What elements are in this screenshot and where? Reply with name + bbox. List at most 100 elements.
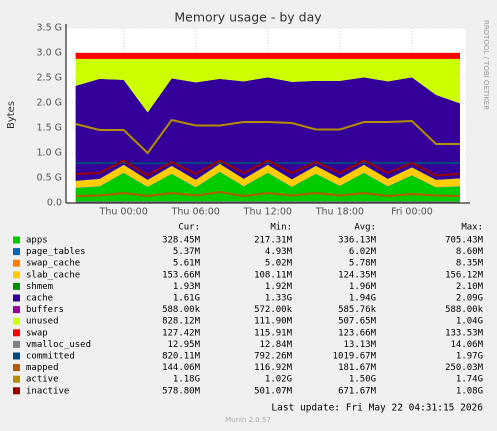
legend-avg: 1019.67M	[333, 352, 377, 362]
plot	[66, 27, 466, 204]
legend-min: 1.33G	[265, 294, 292, 304]
legend-label: vmalloc_used	[26, 340, 91, 350]
footer: Munin 2.0.57	[225, 416, 271, 424]
legend-min: 1.92M	[265, 282, 293, 292]
legend-cur: 12.95M	[167, 340, 200, 350]
legend-min: 111.90M	[254, 317, 293, 327]
y-tick-label: 2.0 G	[37, 98, 63, 109]
legend-avg: 5.78M	[349, 259, 377, 269]
x-tick-label: Thu 06:00	[171, 207, 220, 218]
legend-min: 792.26M	[254, 352, 293, 362]
legend-max: 133.53M	[445, 328, 484, 338]
legend-min: 12.84M	[259, 340, 292, 350]
legend-label: cache	[26, 294, 53, 304]
x-tick-label: Thu 18:00	[315, 207, 364, 218]
legend-cur: 1.61G	[173, 294, 200, 304]
legend-min: 217.31M	[254, 236, 293, 246]
line	[75, 159, 461, 177]
side-text: RRDTOOL / TOBI OETIKER	[482, 20, 490, 110]
legend-swatch	[13, 282, 20, 290]
legend-cur: 1.93M	[173, 282, 201, 292]
area	[75, 77, 460, 181]
legend-label: swap	[26, 328, 48, 338]
legend-header: Min:	[270, 223, 292, 233]
legend-label: unused	[26, 317, 59, 327]
legend-label: shmem	[26, 282, 53, 292]
legend-swatch	[13, 271, 20, 279]
x-tick-label: Thu 12:00	[243, 207, 292, 218]
legend-max: 705.43M	[445, 236, 484, 246]
legend-cur: 1.18G	[173, 375, 200, 385]
legend-swatch	[13, 364, 20, 372]
legend-avg: 13.13M	[343, 340, 376, 350]
legend-max: 8.35M	[456, 259, 484, 269]
area	[75, 52, 460, 59]
legend-label: active	[26, 375, 59, 385]
legend-avg: 585.76k	[338, 305, 377, 315]
legend-label: mapped	[26, 363, 59, 373]
legend-min: 4.93M	[265, 247, 293, 257]
legend-max: 2.10M	[456, 282, 484, 292]
legend-label: buffers	[26, 305, 64, 315]
legend-min: 572.00k	[254, 305, 293, 315]
legend-min: 1.02G	[265, 375, 292, 385]
legend-cur: 828.12M	[162, 317, 201, 327]
legend-swatch	[13, 329, 20, 337]
legend-avg: 1.94G	[349, 294, 376, 304]
legend-swatch	[13, 306, 20, 314]
area	[75, 172, 460, 203]
legend-cur: 153.66M	[162, 270, 201, 280]
area	[75, 163, 460, 188]
legend-cur: 578.80M	[162, 386, 201, 396]
legend-label: inactive	[26, 386, 69, 396]
legend-max: 1.74G	[456, 375, 483, 385]
legend-swatch	[13, 387, 20, 395]
chart-title: Memory usage - by day	[174, 10, 322, 25]
y-axis-label: Bytes	[6, 101, 17, 129]
legend-max: 2.09G	[456, 294, 483, 304]
legend-header: Avg:	[354, 223, 376, 233]
legend-cur: 820.11M	[162, 352, 201, 362]
legend-avg: 1.96M	[349, 282, 377, 292]
x-tick-label: Thu 00:00	[99, 207, 148, 218]
legend-max: 250.03M	[445, 363, 484, 373]
x-tick-label: Fri 00:00	[391, 207, 433, 218]
line	[75, 162, 460, 165]
legend-swatch	[13, 236, 20, 244]
legend-avg: 123.66M	[338, 328, 377, 338]
y-tick-label: 0.0	[47, 198, 62, 209]
y-tick-label: 3.5 G	[37, 23, 63, 34]
legend-max: 1.97G	[456, 352, 483, 362]
y-tick-label: 3.0 G	[37, 48, 63, 59]
legend-label: apps	[26, 236, 48, 246]
legend-avg: 507.65M	[338, 317, 377, 327]
legend-header: Cur:	[178, 223, 200, 233]
legend-max: 1.08G	[456, 386, 483, 396]
legend-cur: 144.06M	[162, 363, 201, 373]
y-tick-label: 1.5 G	[37, 123, 63, 134]
legend-max: 156.12M	[445, 270, 484, 280]
legend-max: 14.06M	[450, 340, 483, 350]
legend-swatch	[13, 248, 20, 256]
legend-avg: 1.50G	[349, 375, 376, 385]
legend-label: swap_cache	[26, 259, 80, 269]
legend-cur: 127.42M	[162, 328, 201, 338]
legend-avg: 336.13M	[338, 236, 377, 246]
legend-swatch	[13, 317, 20, 325]
legend-label: page_tables	[26, 247, 86, 257]
legend-swatch	[13, 352, 20, 360]
legend-label: committed	[26, 352, 75, 362]
legend-max: 588.00k	[445, 305, 484, 315]
legend-max: 1.04G	[456, 317, 483, 327]
legend-min: 501.07M	[254, 386, 293, 396]
legend-min: 108.11M	[254, 270, 293, 280]
legend-header: Max:	[461, 223, 483, 233]
y-tick-label: 2.5 G	[37, 73, 63, 84]
legend-max: 8.60M	[456, 247, 484, 257]
legend-cur: 5.61M	[173, 259, 201, 269]
legend-cur: 588.00k	[162, 305, 201, 315]
legend-cur: 328.45M	[162, 236, 201, 246]
legend-avg: 671.67M	[338, 386, 377, 396]
legend-min: 116.92M	[254, 363, 293, 373]
